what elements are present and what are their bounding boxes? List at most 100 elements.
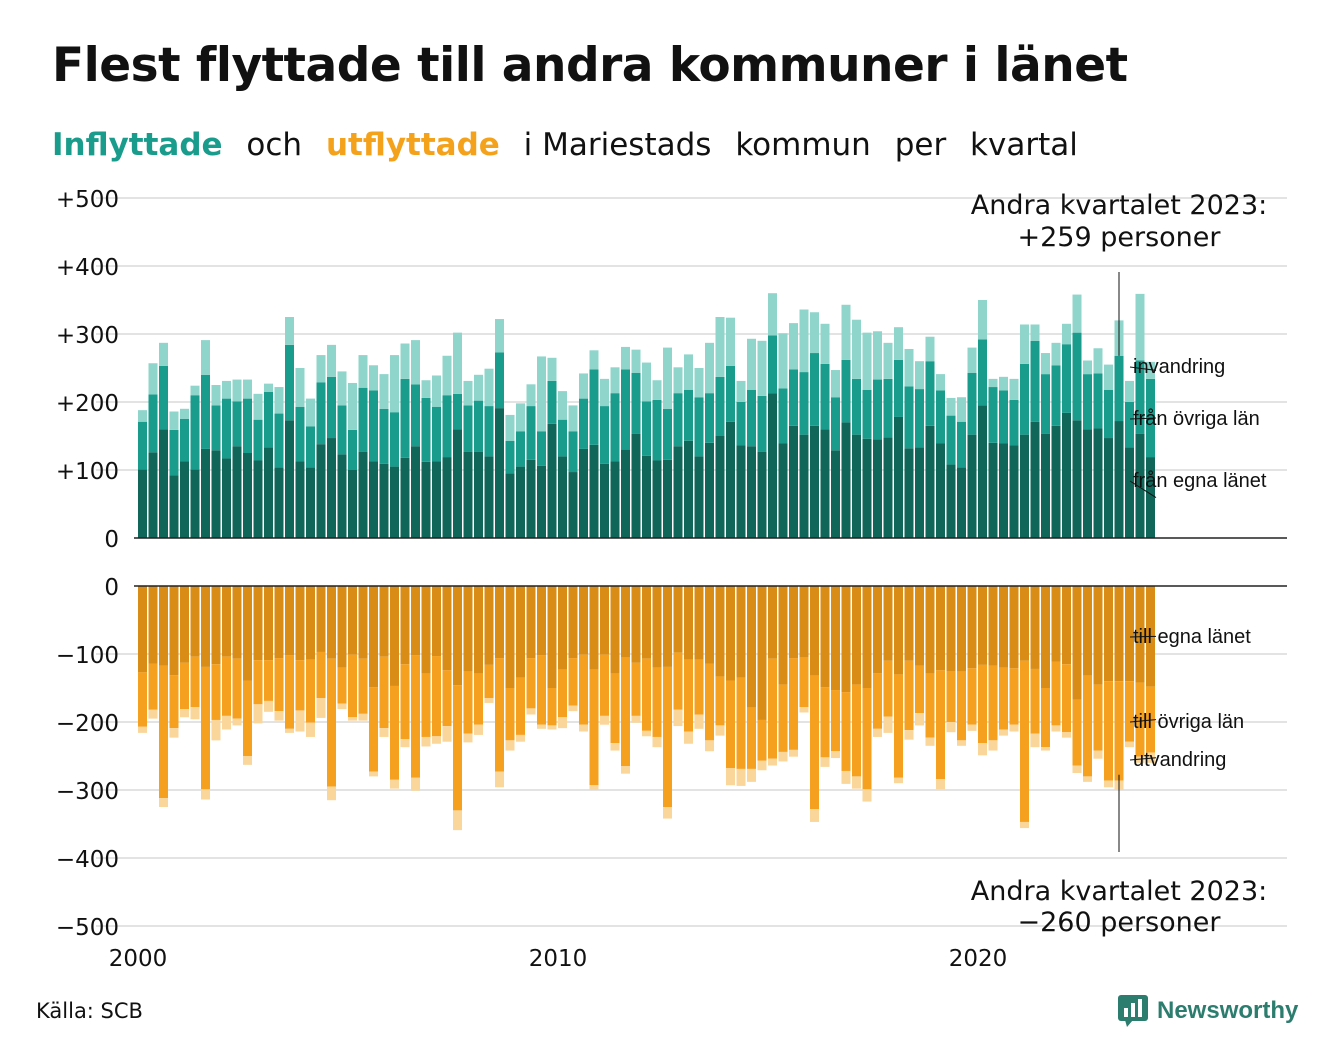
- bar-out-segment: [1114, 586, 1124, 682]
- newsworthy-logo[interactable]: Newsworthy: [1117, 994, 1298, 1028]
- bar-out-segment: [1020, 586, 1029, 661]
- bar-out-segment: [190, 707, 200, 720]
- bar-in-segment: [904, 386, 914, 449]
- bar-in-segment: [211, 385, 221, 406]
- bar-in-segment: [180, 408, 189, 419]
- bar-out-segment: [159, 665, 168, 799]
- bar-in-segment: [337, 454, 347, 538]
- bar-out-segment: [988, 586, 998, 666]
- bar-out-segment: [789, 586, 798, 659]
- series-labels: invandring från övriga län från egna länet…: [1129, 356, 1267, 771]
- bar-in-segment: [295, 461, 305, 538]
- bar-in-segment: [253, 393, 263, 420]
- bar-in-segment: [778, 333, 788, 389]
- bar-in-segment: [495, 352, 504, 409]
- bar-out-segment: [852, 684, 861, 777]
- series-label-out: utvandring: [1133, 749, 1226, 771]
- bar-in-segment: [810, 353, 819, 426]
- bar-in-segment: [327, 344, 336, 377]
- bar-out-segment: [432, 586, 441, 657]
- bar-in-segment: [831, 370, 840, 398]
- bar-out-segment: [631, 662, 641, 716]
- bar-out-segment: [631, 715, 641, 723]
- bar-in-segment: [285, 344, 294, 421]
- bar-out-segment: [379, 586, 389, 657]
- bar-out-segment: [757, 586, 767, 720]
- bar-out-segment: [789, 658, 798, 750]
- annotation-bottom-line2: −260 personer: [1017, 907, 1221, 938]
- series-label-in: från övriga län: [1133, 408, 1260, 430]
- bar-in-segment: [988, 442, 998, 538]
- bar-in-segment: [432, 375, 441, 407]
- bar-in-segment: [820, 429, 830, 538]
- bar-in-segment: [243, 453, 252, 538]
- bar-out-segment: [159, 798, 168, 807]
- bar-out-segment: [484, 698, 494, 703]
- label-leader: [1129, 635, 1157, 638]
- bar-in-segment: [1146, 361, 1155, 379]
- bar-in-segment: [432, 406, 441, 462]
- bar-out-segment: [988, 665, 998, 741]
- bar-in-segment: [358, 355, 368, 388]
- bar-in-segment: [505, 473, 515, 538]
- bar-out-segment: [579, 724, 588, 732]
- bar-in-segment: [138, 410, 147, 422]
- bar-in-segment: [379, 463, 389, 538]
- bar-out-segment: [862, 586, 872, 688]
- bar-in-segment: [159, 342, 168, 366]
- bar-out-segment: [463, 586, 473, 672]
- bar-out-segment: [978, 586, 987, 665]
- bar-out-segment: [274, 658, 284, 712]
- bar-out-segment: [946, 586, 956, 671]
- bar-out-segment: [862, 688, 872, 790]
- bar-in-segment: [715, 436, 725, 538]
- axes: +500 +400 +300 +200 +100 0 0 −100 −200 −300 −400 −5…: [56, 187, 1287, 972]
- bar-out-segment: [831, 751, 840, 759]
- bar-out-segment: [201, 789, 210, 800]
- bar-in-segment: [1114, 355, 1124, 422]
- label-leader: [1129, 417, 1157, 420]
- bar-out-segment: [516, 586, 525, 678]
- bar-in-segment: [768, 393, 777, 538]
- bar-in-segment: [883, 378, 893, 438]
- bar-in-segment: [232, 401, 242, 447]
- bar-out-segment: [474, 673, 483, 725]
- bar-in-segment: [862, 438, 872, 538]
- bar-in-segment: [222, 380, 231, 399]
- bar-out-segment: [1093, 586, 1103, 685]
- bar-out-segment: [495, 586, 504, 659]
- bar-out-segment: [1083, 776, 1092, 782]
- bar-out-segment: [138, 672, 147, 727]
- series-label-in: från egna länet: [1133, 470, 1267, 492]
- y-tick-label: 0: [104, 527, 119, 553]
- bar-out-segment: [253, 704, 263, 724]
- bar-out-segment: [211, 664, 221, 720]
- bar-in-segment: [1093, 373, 1103, 429]
- bar-out-segment: [484, 664, 494, 699]
- bar-in-segment: [1041, 374, 1050, 434]
- bar-out-segment: [505, 740, 515, 751]
- bar-out-segment: [1041, 688, 1050, 748]
- bar-in-segment: [705, 442, 714, 538]
- bar-out-segment: [621, 586, 630, 658]
- bar-in-segment: [474, 374, 483, 401]
- bar-out-segment: [957, 586, 966, 672]
- bar-in-segment: [736, 445, 746, 538]
- bar-out-segment: [568, 705, 578, 712]
- bar-in-segment: [453, 332, 462, 394]
- bar-in-segment: [232, 446, 242, 538]
- bar-in-segment: [558, 391, 567, 420]
- bar-out-segment: [306, 722, 315, 737]
- bar-in-segment: [201, 340, 210, 375]
- bar-in-segment: [411, 340, 420, 385]
- bar-out-segment: [778, 751, 788, 762]
- bar-in-segment: [222, 458, 231, 538]
- bar-in-segment: [789, 425, 798, 538]
- bar-in-segment: [715, 376, 725, 436]
- bar-out-segment: [558, 669, 567, 718]
- newsworthy-logo-text: Newsworthy: [1157, 997, 1299, 1024]
- bar-in-segment: [789, 323, 798, 370]
- bar-in-segment: [831, 397, 840, 451]
- bar-in-segment: [988, 387, 998, 443]
- bar-out-segment: [873, 728, 882, 737]
